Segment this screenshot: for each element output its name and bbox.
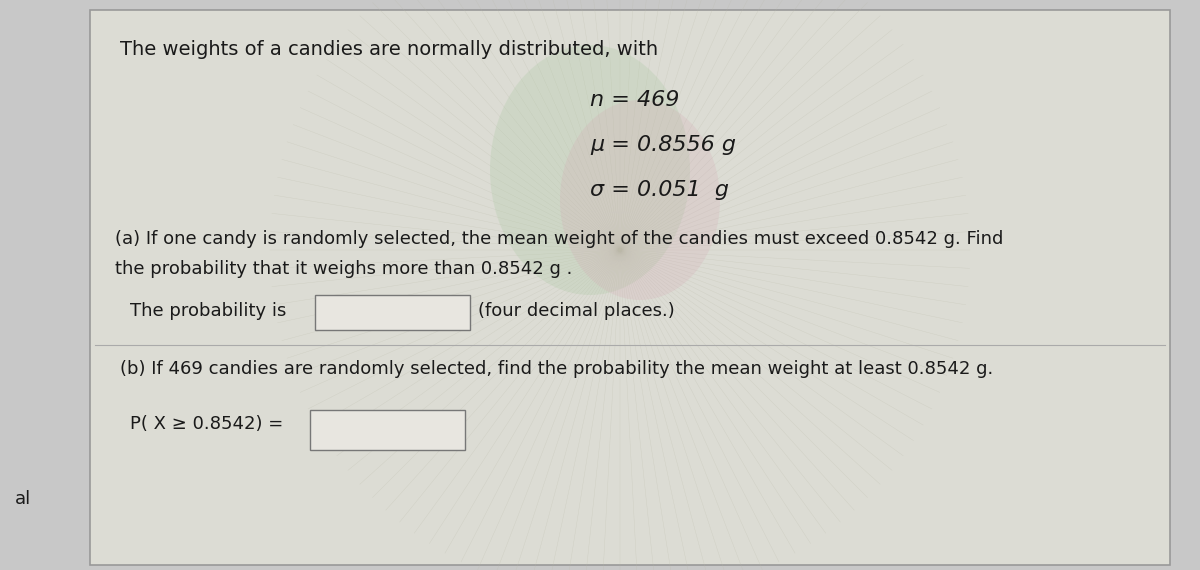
Text: n = 469: n = 469 xyxy=(590,90,679,110)
Text: The probability is: The probability is xyxy=(130,302,287,320)
Text: σ = 0.051  g: σ = 0.051 g xyxy=(590,180,730,200)
Text: (four decimal places.): (four decimal places.) xyxy=(478,302,674,320)
Text: (b) If 469 candies are randomly selected, find the probability the mean weight a: (b) If 469 candies are randomly selected… xyxy=(120,360,994,378)
FancyBboxPatch shape xyxy=(310,410,466,450)
Ellipse shape xyxy=(560,100,720,300)
Ellipse shape xyxy=(490,45,690,295)
Text: (a) If one candy is randomly selected, the mean weight of the candies must excee: (a) If one candy is randomly selected, t… xyxy=(115,230,1003,248)
Text: al: al xyxy=(14,490,31,508)
FancyBboxPatch shape xyxy=(314,295,470,330)
Text: the probability that it weighs more than 0.8542 g .: the probability that it weighs more than… xyxy=(115,260,572,278)
Text: μ = 0.8556 g: μ = 0.8556 g xyxy=(590,135,736,155)
Text: P( X ≥ 0.8542) =: P( X ≥ 0.8542) = xyxy=(130,415,283,433)
FancyBboxPatch shape xyxy=(90,10,1170,565)
Text: The weights of a candies are normally distributed, with: The weights of a candies are normally di… xyxy=(120,40,658,59)
